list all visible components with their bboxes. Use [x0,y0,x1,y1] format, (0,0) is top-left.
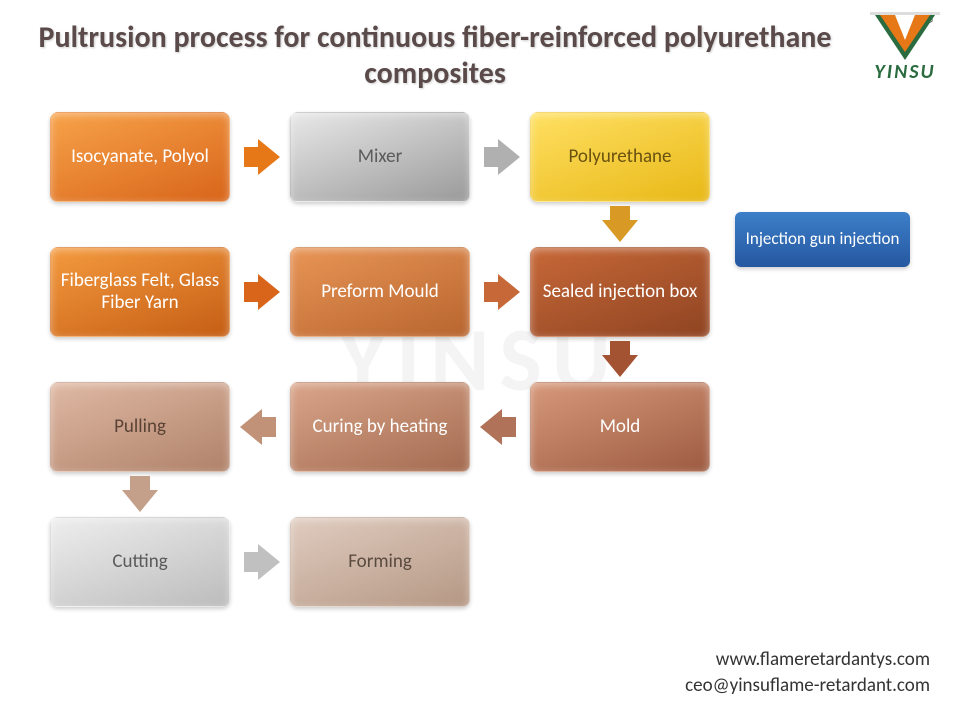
process-box-polyurethane: Polyurethane [530,112,710,202]
process-box-fiberglass: Fiberglass Felt, Glass Fiber Yarn [50,247,230,337]
process-box-preform: Preform Mould [290,247,470,337]
flow-arrow-icon [498,139,520,175]
footer-url: www.flameretardantys.com [685,647,930,674]
footer: www.flameretardantys.com ceo@yinsuflame-… [685,647,930,700]
process-box-mold: Mold [530,382,710,472]
page-title: Pultrusion process for continuous fiber-… [0,0,960,102]
flow-arrow-icon [258,139,280,175]
process-box-cutting: Cutting [50,517,230,607]
injection-gun-box: Injection gun injection [735,212,910,267]
flow-arrow-icon [602,355,638,377]
flow-arrow-icon [480,409,502,445]
flow-arrow-icon [240,409,262,445]
logo-text: YINSU [870,60,940,84]
process-box-pulling: Pulling [50,382,230,472]
logo-v-icon [870,10,940,60]
process-box-forming: Forming [290,517,470,607]
flow-arrow-icon [258,544,280,580]
flow-arrow-icon [258,274,280,310]
flow-arrow-icon [498,274,520,310]
flow-arrow-icon [122,490,158,512]
process-box-curing: Curing by heating [290,382,470,472]
process-box-sealed: Sealed injection box [530,247,710,337]
footer-email: ceo@yinsuflame-retardant.com [685,673,930,700]
process-box-mixer: Mixer [290,112,470,202]
brand-logo: ® YINSU [870,10,940,84]
flow-arrow-icon [602,220,638,242]
process-box-isocyanate: Isocyanate, Polyol [50,112,230,202]
